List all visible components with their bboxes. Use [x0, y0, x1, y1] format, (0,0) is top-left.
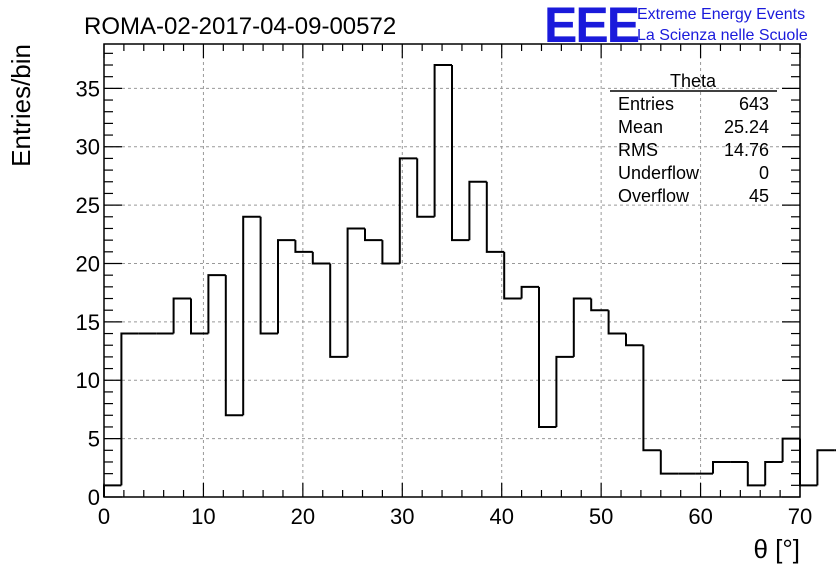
histogram-bin — [625, 333, 644, 347]
histogram-bin — [607, 310, 626, 335]
histogram-bin — [259, 216, 278, 335]
histogram-bin — [190, 298, 209, 335]
stats-row-value: 14.76 — [724, 140, 769, 160]
histogram-bin — [277, 239, 296, 334]
histogram-bin — [503, 251, 522, 300]
y-tick-label: 10 — [76, 368, 100, 393]
stats-rows: Entries 643 Mean 25.24 RMS 14.76 Underflow 0 Ove… — [618, 94, 769, 206]
x-tick-label: 30 — [390, 504, 414, 529]
histogram-bin — [346, 227, 365, 357]
histogram-bin — [207, 274, 226, 334]
histogram-bin — [799, 438, 818, 487]
stats-box: Theta Entries 643 Mean 25.24 RMS 14.76 Underfl… — [610, 71, 777, 206]
x-tick-label: 70 — [788, 504, 812, 529]
histogram-bin — [816, 449, 835, 486]
logo-mark: EEE — [544, 0, 639, 53]
stats-row-label: Underflow — [618, 163, 700, 183]
histogram-bin — [451, 65, 470, 242]
histogram-bin — [642, 345, 661, 452]
histogram-bin — [224, 275, 244, 417]
x-tick-label: 40 — [489, 504, 513, 529]
histogram-bin — [555, 355, 574, 427]
x-tick-label: 10 — [191, 504, 215, 529]
x-tick-labels: 0 10 20 30 40 50 60 70 — [98, 504, 812, 529]
histogram-bin — [485, 181, 505, 253]
histogram-bin — [590, 298, 609, 312]
y-axis-label: Entries/bin — [6, 44, 36, 167]
y-tick-label: 35 — [76, 76, 100, 101]
x-tick-label: 50 — [589, 504, 613, 529]
stats-row-label: Overflow — [618, 186, 690, 206]
histogram-bin — [520, 285, 539, 299]
histogram-bin — [468, 180, 487, 241]
histogram-bin — [538, 286, 557, 428]
histogram-bin — [103, 484, 122, 497]
histogram-bin — [712, 460, 731, 474]
histogram-bars — [103, 64, 836, 497]
histogram-bin — [172, 297, 191, 334]
plot-frame — [103, 43, 801, 498]
y-tick-label: 20 — [76, 251, 100, 276]
stats-row-label: Entries — [618, 94, 674, 114]
y-tick-label: 5 — [88, 427, 100, 452]
stats-box-name: Theta — [670, 71, 717, 91]
stats-row-value: 45 — [749, 186, 769, 206]
chart-title: ROMA-02-2017-04-09-00572 — [84, 13, 396, 40]
y-tick-label: 30 — [76, 135, 100, 160]
histogram-bin — [746, 461, 766, 487]
y-tick-labels: 0 5 10 15 20 25 30 35 — [76, 76, 100, 510]
logo-line-1: Extreme Energy Events — [637, 6, 805, 23]
axis-ticks — [103, 44, 801, 498]
y-tick-label: 15 — [76, 310, 100, 335]
stats-row-value: 0 — [759, 163, 769, 183]
histogram-bin — [294, 240, 313, 253]
histogram-bin — [381, 240, 400, 265]
stats-row-label: Mean — [618, 117, 663, 137]
x-axis-label: θ [°] — [753, 534, 800, 564]
histogram-bin — [311, 251, 331, 265]
histogram-bin — [120, 332, 139, 486]
histogram-bin — [398, 157, 418, 264]
x-tick-label: 60 — [688, 504, 712, 529]
histogram-bin — [659, 450, 679, 475]
stats-row-label: RMS — [618, 140, 658, 160]
y-tick-label: 25 — [76, 193, 100, 218]
histogram-bin — [329, 263, 348, 358]
y-tick-label: 0 — [88, 485, 100, 510]
x-tick-label: 0 — [98, 504, 110, 529]
eee-logo: EEE Extreme Energy Events La Scienza nel… — [544, 0, 808, 53]
x-tick-label: 20 — [291, 504, 315, 529]
histogram-bin — [242, 215, 261, 416]
histogram-bin — [433, 64, 452, 217]
stats-row-value: 25.24 — [724, 117, 769, 137]
stats-row-value: 643 — [739, 94, 769, 114]
histogram-bin — [364, 228, 383, 242]
histogram-bin — [572, 297, 592, 357]
histogram-bin — [416, 158, 435, 218]
histogram-bin — [764, 460, 783, 486]
logo-line-2: La Scienza nelle Scuole — [637, 27, 808, 44]
